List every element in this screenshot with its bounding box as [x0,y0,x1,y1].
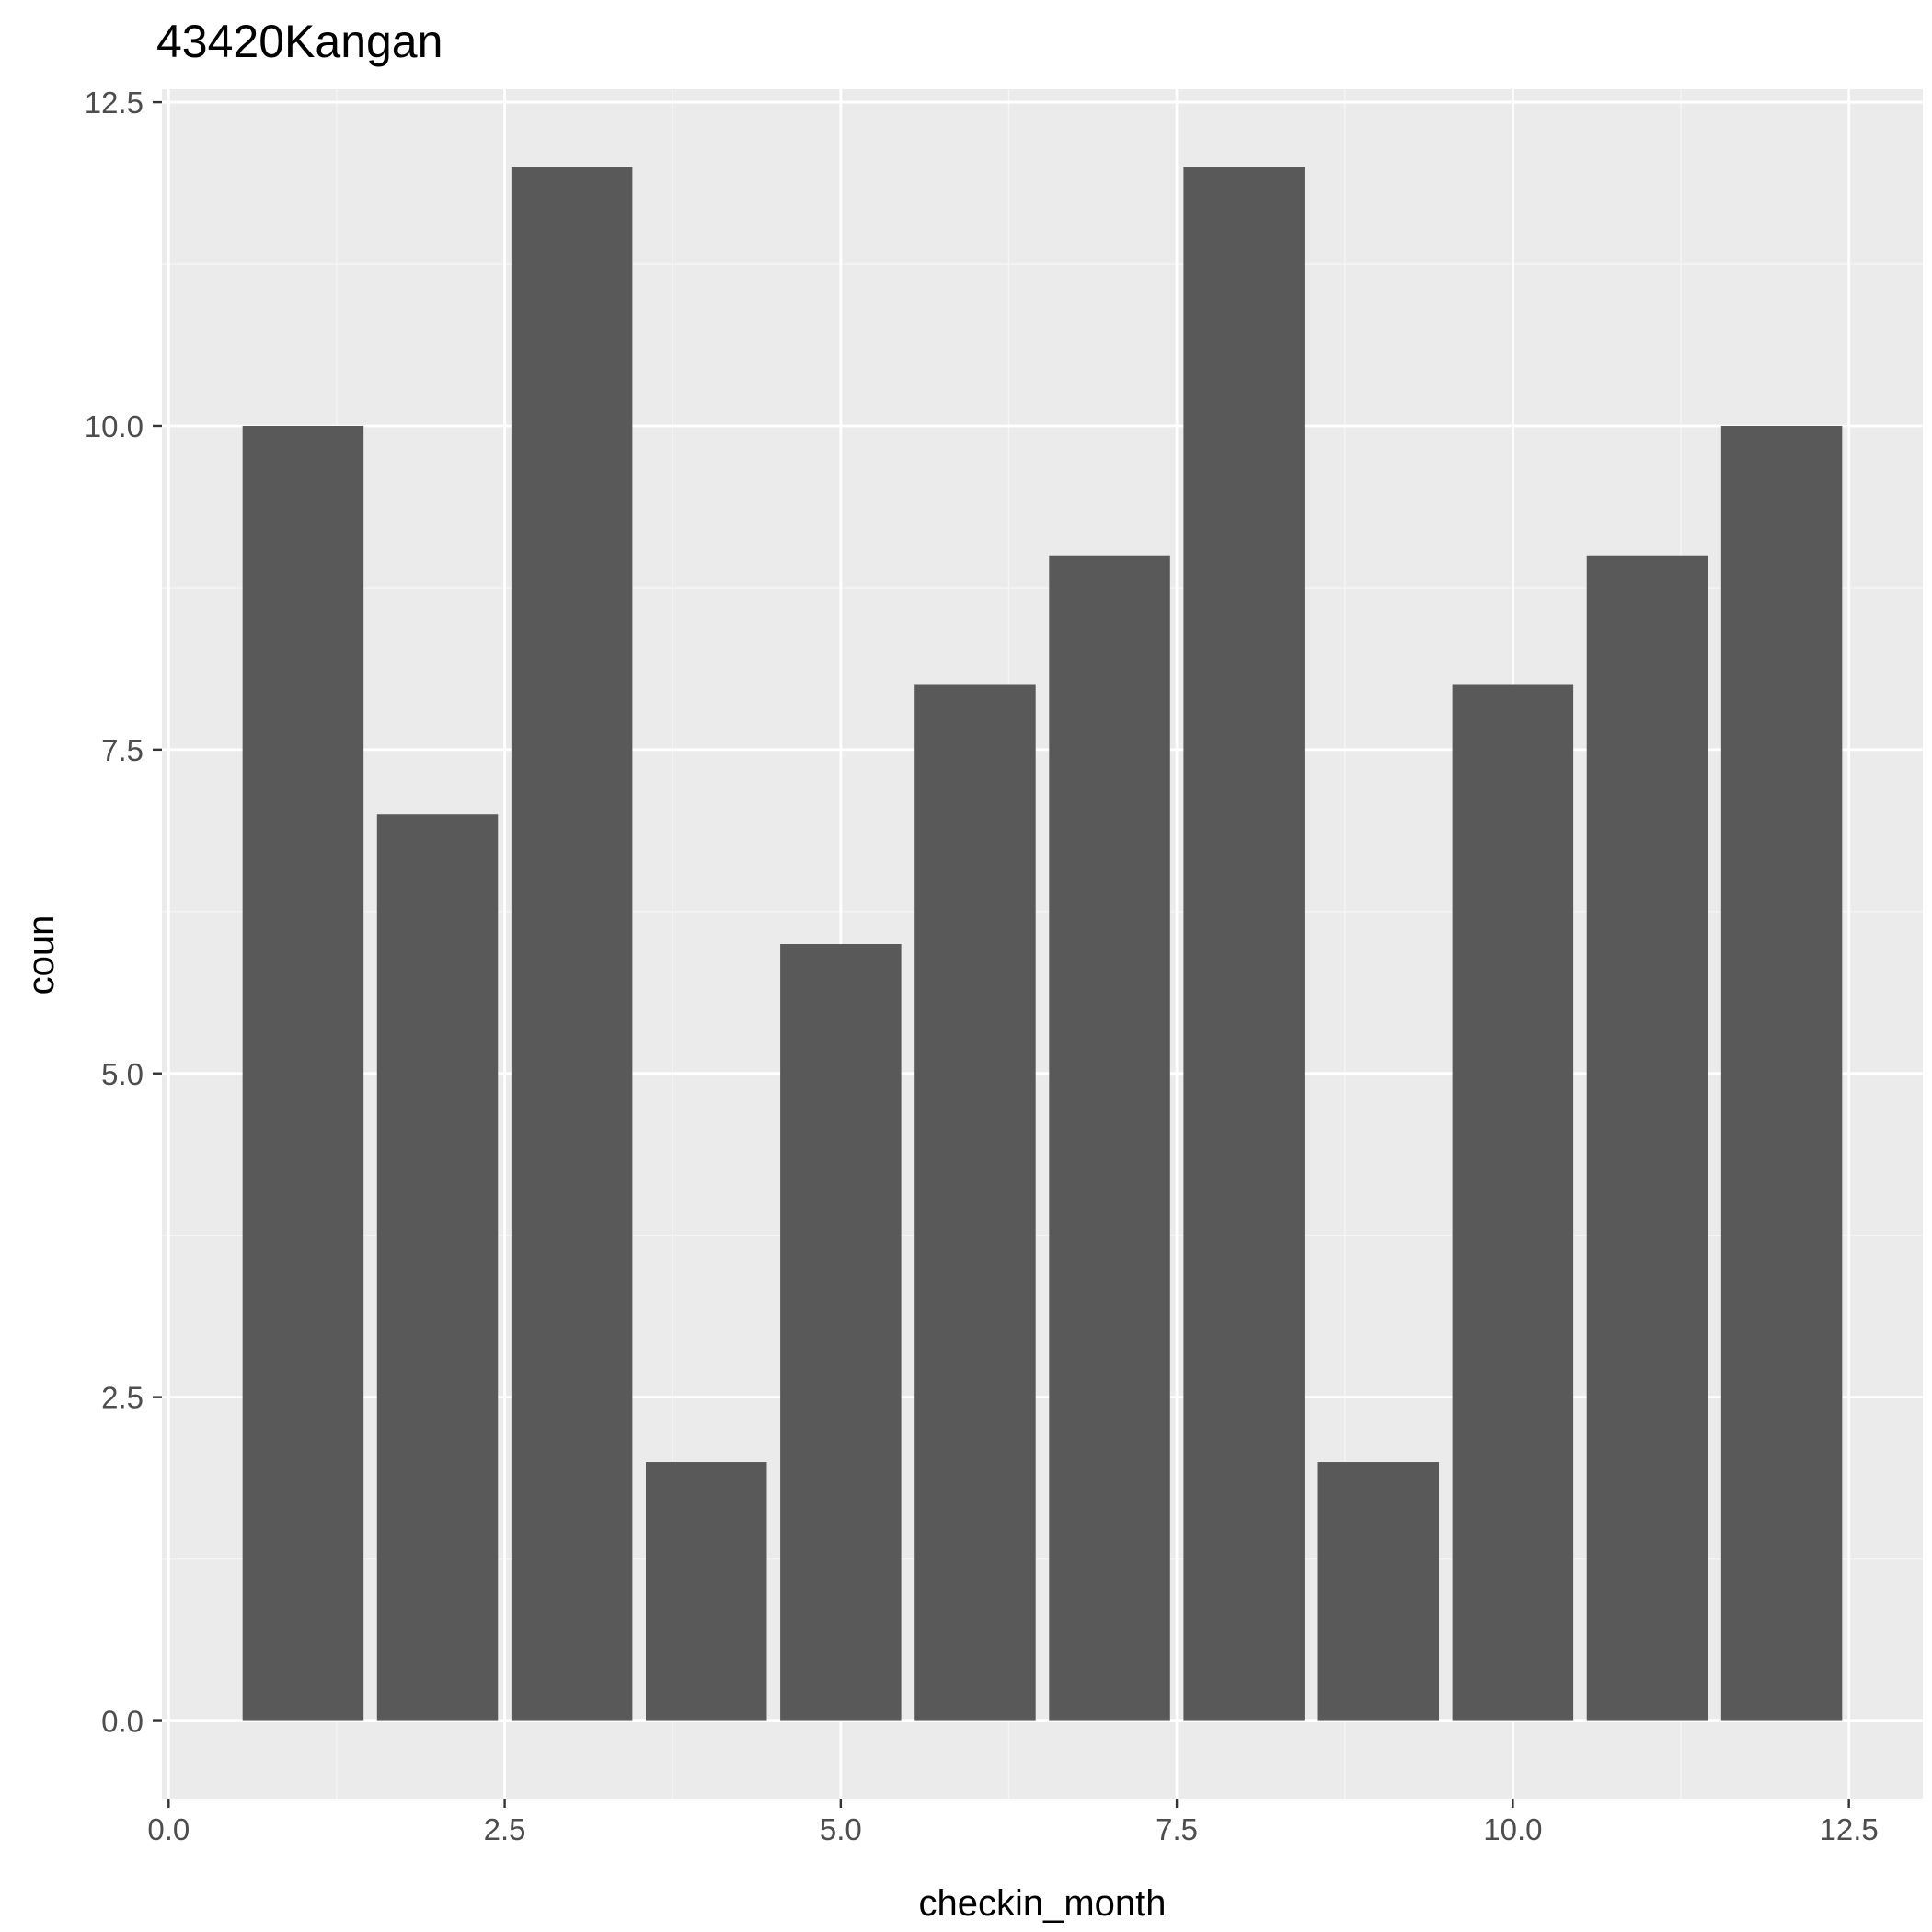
y-tick-label: 7.5 [101,733,144,767]
x-tick-label: 10.0 [1483,1812,1542,1846]
y-tick-label: 12.5 [85,86,144,120]
bar-month-4 [645,1462,767,1721]
x-tick-label: 7.5 [1156,1812,1198,1846]
bar-month-8 [1183,167,1305,1721]
bars [242,167,1843,1721]
y-tick-label: 10.0 [85,409,144,443]
bar-month-3 [511,167,633,1721]
bar-month-6 [914,684,1036,1721]
x-tick-label: 12.5 [1820,1812,1879,1846]
bar-month-7 [1049,555,1170,1721]
chart-title: 43420Kangan [156,16,443,67]
y-tick-label: 2.5 [101,1381,144,1415]
y-axis-title: coun [21,915,62,995]
x-axis: 0.0 2.5 5.0 7.5 10.0 12.5 [147,1799,1879,1846]
bar-month-2 [376,814,499,1721]
x-tick-label: 5.0 [820,1812,862,1846]
y-axis: 0.0 2.5 5.0 7.5 10.0 12.5 [85,86,162,1739]
bar-month-5 [780,944,902,1721]
bar-month-9 [1317,1462,1440,1721]
x-tick-label: 2.5 [484,1812,526,1846]
bar-month-12 [1720,425,1843,1721]
bar-month-10 [1452,684,1574,1721]
bar-month-1 [242,425,364,1721]
x-axis-title: checkin_month [918,1883,1166,1924]
y-tick-label: 0.0 [101,1705,144,1739]
x-tick-label: 0.0 [147,1812,190,1846]
y-tick-label: 5.0 [101,1057,144,1091]
bar-month-11 [1586,555,1708,1721]
